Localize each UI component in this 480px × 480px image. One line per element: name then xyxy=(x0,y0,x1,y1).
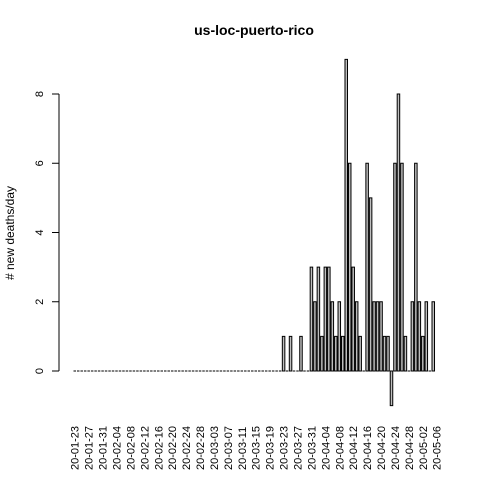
x-tick-label: 20-04-28 xyxy=(404,426,416,470)
bar xyxy=(386,335,390,372)
y-tick-label: 0 xyxy=(34,368,46,374)
y-axis-label: # new deaths/day xyxy=(3,186,17,280)
x-tick-label: 20-02-08 xyxy=(125,426,137,470)
bar xyxy=(375,301,380,372)
x-tick-label: 20-03-03 xyxy=(209,426,221,470)
x-tick-label: 20-03-27 xyxy=(293,426,305,470)
bar xyxy=(309,266,314,372)
x-tick-label: 20-01-23 xyxy=(70,426,82,470)
chart-title: us-loc-puerto-rico xyxy=(194,22,314,38)
y-axis: 0 2 4 6 8 xyxy=(34,91,60,374)
bar xyxy=(372,301,376,372)
bar xyxy=(379,301,383,372)
bar xyxy=(421,335,425,372)
y-tick-label: 6 xyxy=(34,160,46,166)
bar xyxy=(403,335,408,372)
bar xyxy=(299,335,303,372)
bar xyxy=(313,301,317,372)
bar xyxy=(424,301,429,372)
bar xyxy=(288,335,293,372)
bar xyxy=(281,335,286,372)
bar xyxy=(368,197,373,372)
bar xyxy=(389,370,394,407)
y-tick-label: 8 xyxy=(34,91,46,97)
bar xyxy=(393,162,397,372)
x-tick-label: 20-02-28 xyxy=(195,426,207,470)
y-tick-label: 4 xyxy=(34,229,46,235)
bar xyxy=(316,266,321,372)
x-tick-label: 20-01-31 xyxy=(98,426,110,470)
bar xyxy=(347,162,352,372)
x-tick-label: 20-03-31 xyxy=(306,426,318,470)
bar xyxy=(365,162,369,372)
x-tick-label: 20-02-24 xyxy=(181,426,193,470)
bar xyxy=(330,301,335,372)
x-tick-label: 20-05-06 xyxy=(432,426,444,470)
x-tick-label: 20-04-04 xyxy=(320,426,332,470)
bar xyxy=(358,335,362,372)
x-tick-label: 20-02-04 xyxy=(112,426,124,470)
bar xyxy=(323,266,328,372)
bar xyxy=(410,301,415,372)
x-tick-label: 20-03-07 xyxy=(223,426,235,470)
x-tick-label: 20-03-11 xyxy=(237,427,249,470)
bar xyxy=(431,301,436,372)
bar xyxy=(337,301,342,372)
x-axis: 20-01-23 20-01-27 20-01-31 20-02-04 20-02-08… xyxy=(70,426,444,470)
x-tick-label: 20-04-20 xyxy=(376,426,388,470)
x-tick-label: 20-04-08 xyxy=(334,426,346,470)
bar xyxy=(396,93,401,372)
x-tick-label: 20-02-16 xyxy=(153,426,165,470)
bar xyxy=(414,162,418,372)
bar xyxy=(344,58,348,372)
x-tick-label: 20-02-20 xyxy=(167,426,179,470)
bar xyxy=(354,301,359,372)
x-tick-label: 20-02-12 xyxy=(139,426,151,470)
x-tick-label: 20-05-02 xyxy=(418,426,430,470)
x-tick-label: 20-04-24 xyxy=(390,426,402,470)
x-tick-label: 20-03-15 xyxy=(251,426,263,470)
bar xyxy=(417,301,422,372)
bar xyxy=(334,335,338,372)
bar xyxy=(400,162,404,372)
x-tick-label: 20-04-12 xyxy=(348,426,360,470)
bar xyxy=(327,266,331,372)
bar xyxy=(351,266,355,372)
x-tick-label: 20-01-27 xyxy=(84,426,96,470)
x-tick-label: 20-04-16 xyxy=(362,426,374,470)
x-tick-label: 20-03-19 xyxy=(265,426,277,470)
bar xyxy=(382,335,387,372)
bar xyxy=(341,335,345,372)
bar xyxy=(320,335,324,372)
y-tick-label: 2 xyxy=(34,299,46,305)
bars xyxy=(73,58,436,407)
x-tick-label: 20-03-23 xyxy=(279,426,291,470)
